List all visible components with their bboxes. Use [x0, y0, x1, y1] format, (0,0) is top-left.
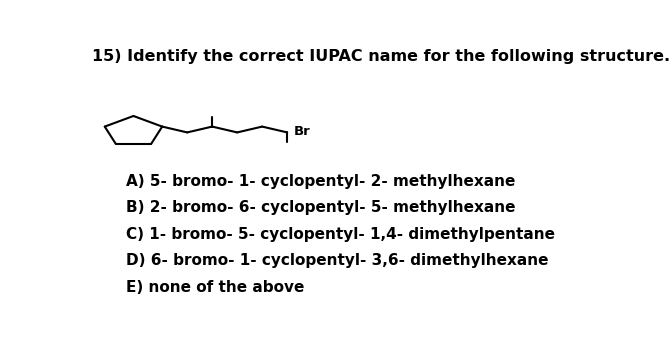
- Text: 15) Identify the correct IUPAC name for the following structure.: 15) Identify the correct IUPAC name for …: [92, 49, 670, 64]
- Text: E) none of the above: E) none of the above: [126, 280, 304, 295]
- Text: B) 2- bromo- 6- cyclopentyl- 5- methylhexane: B) 2- bromo- 6- cyclopentyl- 5- methylhe…: [126, 200, 515, 215]
- Text: C) 1- bromo- 5- cyclopentyl- 1,4- dimethylpentane: C) 1- bromo- 5- cyclopentyl- 1,4- dimeth…: [126, 227, 554, 242]
- Text: D) 6- bromo- 1- cyclopentyl- 3,6- dimethylhexane: D) 6- bromo- 1- cyclopentyl- 3,6- dimeth…: [126, 253, 548, 268]
- Text: Br: Br: [294, 125, 310, 138]
- Text: A) 5- bromo- 1- cyclopentyl- 2- methylhexane: A) 5- bromo- 1- cyclopentyl- 2- methylhe…: [126, 174, 515, 189]
